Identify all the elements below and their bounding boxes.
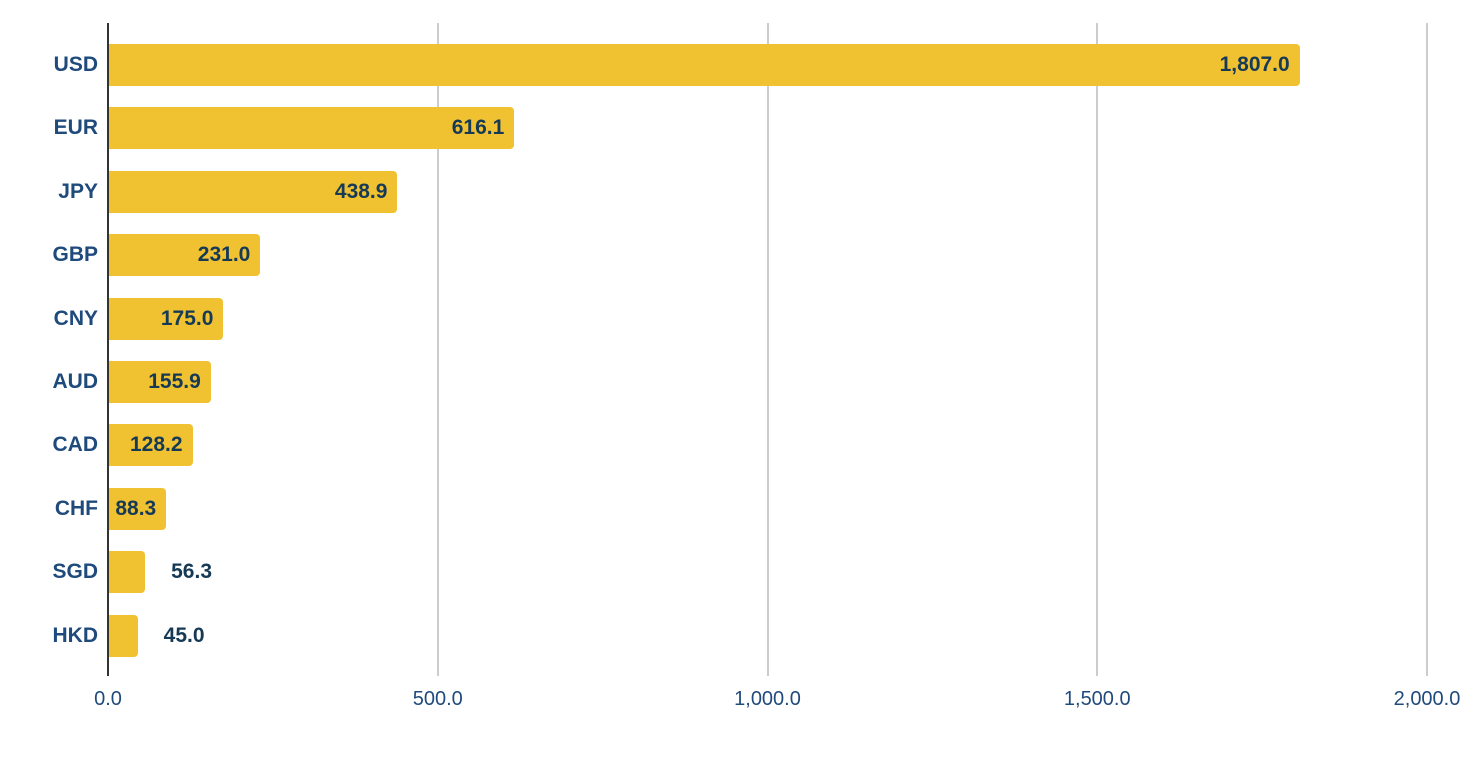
value-label: 231.0 [197,243,251,267]
bar [109,614,138,657]
bar [109,234,261,277]
category-label: JPY [58,179,98,203]
value-label: 175.0 [160,306,214,330]
y-axis-line [107,23,109,676]
x-tick-label: 1,000.0 [734,688,801,710]
category-label: USD [53,53,98,76]
category-label: CNY [53,306,98,330]
category-label: EUR [53,116,98,140]
value-label: 438.9 [334,179,388,203]
category-label: GBP [52,243,98,267]
category-label: HKD [52,623,99,647]
bar [109,297,224,340]
gridline [1426,23,1428,676]
value-label: 155.9 [148,370,201,393]
x-tick-label: 500.0 [412,688,463,710]
category-label: CAD [52,433,99,457]
bar [109,170,398,213]
value-label: 88.3 [115,496,157,520]
value-label: 616.1 [451,116,505,140]
x-tick-label: 1,500.0 [1063,688,1131,710]
x-tick-label: 2,000.0 [1393,688,1461,710]
value-label: 56.3 [171,560,212,584]
value-label: 45.0 [163,623,205,647]
bar [109,487,167,530]
bar [109,424,193,467]
bar [109,551,146,594]
bar [109,44,1300,86]
bar [109,361,211,403]
gridline [766,23,769,676]
category-label: AUD [52,370,99,393]
x-tick-label: 0.0 [94,688,122,710]
gridline [436,23,439,676]
value-label: 128.2 [129,433,183,457]
category-label: SGD [52,560,98,584]
gridline [1096,23,1099,676]
value-label: 1,807.0 [1219,53,1290,76]
category-label: CHF [54,496,98,520]
bar [109,107,515,150]
